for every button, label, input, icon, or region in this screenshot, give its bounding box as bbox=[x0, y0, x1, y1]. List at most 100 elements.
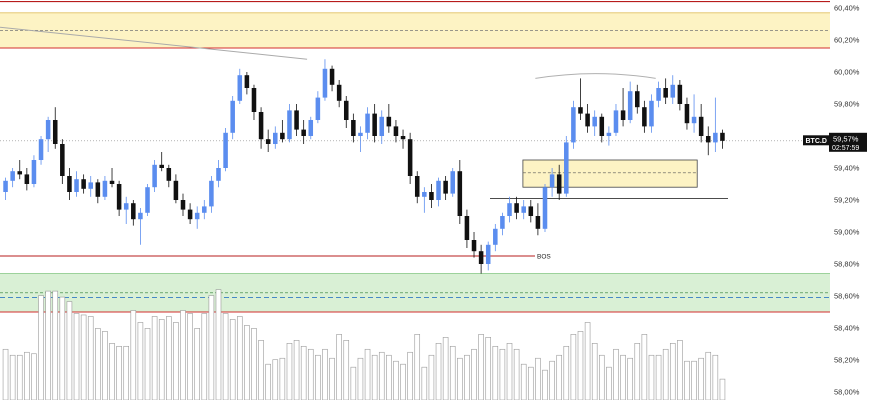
volume-bar bbox=[9, 354, 16, 400]
candle-up bbox=[88, 182, 93, 189]
candles-layer bbox=[3, 59, 725, 274]
volume-bar bbox=[698, 357, 704, 400]
volume-bar bbox=[549, 360, 555, 400]
candle-down bbox=[109, 180, 115, 184]
candle-down bbox=[464, 216, 470, 240]
candle-up bbox=[45, 120, 51, 140]
volume-bar bbox=[307, 348, 314, 400]
volume-bar bbox=[449, 345, 456, 400]
candle-down bbox=[116, 184, 122, 210]
volume-bar bbox=[606, 366, 612, 400]
y-tick-label: 58,00% bbox=[834, 388, 860, 397]
candle-up bbox=[152, 164, 157, 188]
candle-down bbox=[620, 110, 626, 120]
candle-down bbox=[372, 113, 377, 136]
candle-down bbox=[81, 179, 86, 189]
volume-bar bbox=[38, 295, 44, 400]
candle-down bbox=[173, 180, 179, 200]
volume-bar bbox=[59, 296, 66, 400]
candle-down bbox=[663, 88, 668, 98]
candle-down bbox=[159, 164, 164, 168]
candle-up bbox=[627, 91, 633, 120]
volume-bar bbox=[712, 354, 719, 400]
volume-bar bbox=[66, 301, 73, 400]
candle-down bbox=[642, 107, 647, 127]
candle-up bbox=[216, 168, 221, 181]
volume-bar bbox=[684, 360, 690, 400]
orderblock-zone bbox=[522, 160, 698, 188]
candle-up bbox=[450, 171, 455, 194]
volume-bar bbox=[506, 343, 513, 400]
candle-down bbox=[698, 116, 704, 136]
volume-bar bbox=[641, 334, 648, 400]
candle-up bbox=[209, 180, 214, 207]
zones-layer bbox=[0, 12, 830, 313]
candle-up bbox=[102, 180, 108, 197]
candle-down bbox=[258, 112, 264, 140]
candle-up bbox=[74, 179, 79, 192]
candle-down bbox=[294, 110, 299, 130]
volume-bar bbox=[677, 340, 683, 400]
volume-bar bbox=[584, 322, 591, 400]
candle-up bbox=[493, 228, 498, 245]
candle-up bbox=[564, 142, 569, 194]
volume-bar bbox=[613, 348, 619, 400]
volume-bar bbox=[378, 351, 385, 400]
candle-up bbox=[613, 110, 619, 133]
volume-bar bbox=[237, 316, 243, 400]
volume-bar bbox=[322, 348, 328, 400]
candle-up bbox=[521, 206, 526, 213]
candle-down bbox=[528, 206, 534, 216]
price-tag-value: 59,57% bbox=[833, 134, 859, 143]
y-tick-label: 59,80% bbox=[834, 100, 860, 109]
candle-down bbox=[400, 136, 406, 140]
candle-down bbox=[471, 240, 477, 252]
candle-up bbox=[145, 187, 150, 213]
candle-down bbox=[677, 84, 683, 104]
volume-bar bbox=[485, 337, 492, 400]
volume-layer bbox=[2, 289, 726, 400]
candle-down bbox=[407, 139, 413, 176]
candle-up bbox=[542, 187, 548, 229]
candle-up bbox=[223, 132, 228, 168]
volume-bar bbox=[73, 313, 80, 400]
volume-bar bbox=[286, 343, 293, 400]
volume-bar bbox=[265, 363, 271, 400]
volume-bar bbox=[407, 351, 413, 400]
volume-bar bbox=[272, 359, 279, 400]
volume-bar bbox=[2, 348, 9, 400]
y-tick-label: 58,40% bbox=[834, 324, 860, 333]
volume-bar bbox=[350, 366, 357, 400]
candle-up bbox=[287, 110, 292, 140]
y-tick-label: 59,20% bbox=[834, 196, 860, 205]
price-axis: 58,00% 58,20% 58,40% 58,60% 58,80% 59,00% 59,2… bbox=[834, 4, 860, 397]
volume-bar bbox=[513, 348, 520, 400]
volume-bar bbox=[563, 345, 570, 400]
candle-down bbox=[599, 116, 605, 136]
volume-bar bbox=[371, 354, 378, 400]
candle-up bbox=[322, 68, 328, 98]
candle-up bbox=[31, 160, 37, 184]
candle-down bbox=[578, 107, 583, 114]
volume-bar bbox=[336, 334, 342, 400]
volume-bar bbox=[535, 357, 541, 400]
candle-up bbox=[123, 203, 129, 210]
candle-down bbox=[180, 200, 186, 210]
volume-bar bbox=[520, 363, 527, 400]
candle-down bbox=[585, 113, 590, 127]
volume-bar bbox=[229, 319, 236, 400]
volume-bar bbox=[31, 353, 37, 400]
volume-bar bbox=[194, 328, 200, 400]
volume-bar bbox=[109, 343, 115, 400]
volume-bar bbox=[655, 354, 662, 400]
volume-bar bbox=[478, 334, 484, 400]
candle-down bbox=[478, 251, 484, 264]
candle-down bbox=[635, 91, 640, 108]
volume-bar bbox=[662, 348, 669, 400]
volume-bar bbox=[669, 343, 676, 400]
rounded-top-arc bbox=[535, 73, 656, 79]
volume-bar bbox=[95, 328, 101, 400]
candle-down bbox=[720, 132, 725, 141]
